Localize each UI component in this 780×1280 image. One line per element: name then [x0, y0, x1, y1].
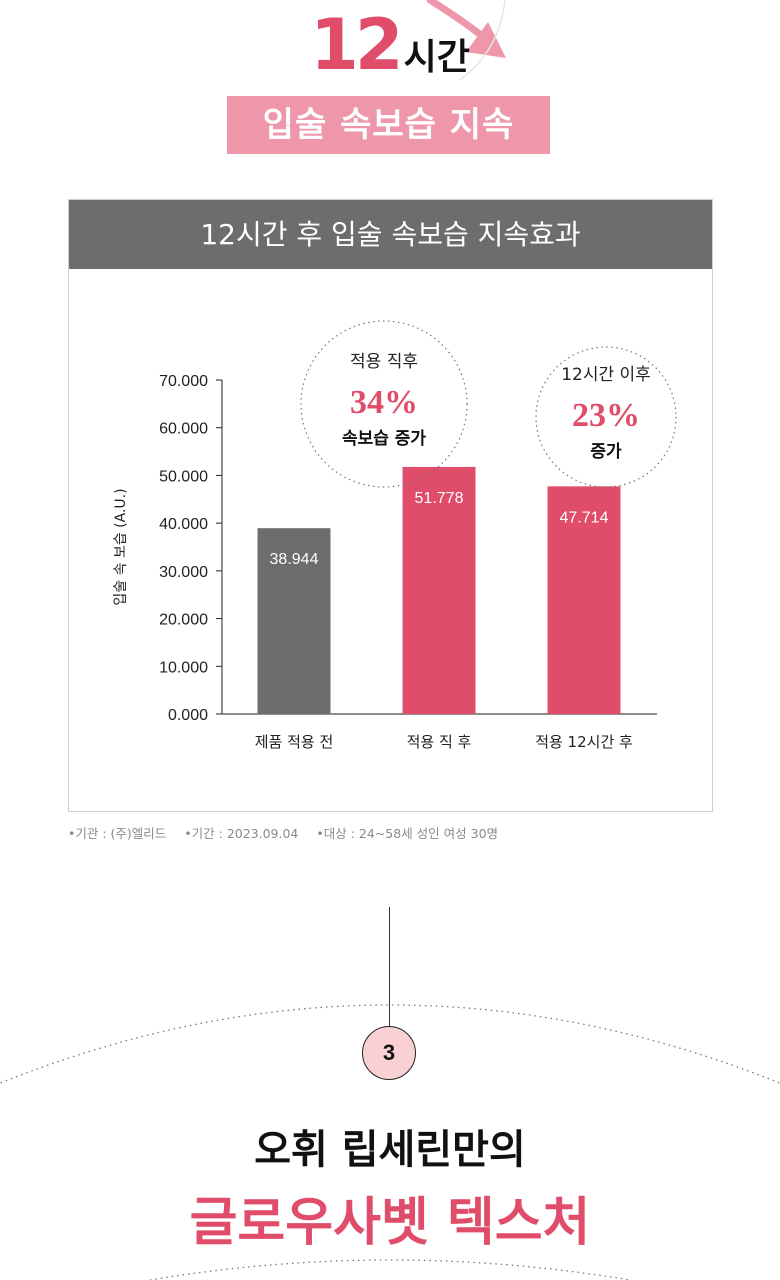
- x-tick-label: 적용 12시간 후: [535, 733, 633, 751]
- bar-value-label: 47.714: [560, 509, 609, 526]
- annotation-bottom-text: 증가: [590, 442, 622, 462]
- y-tick-label: 70.000: [159, 373, 208, 390]
- y-tick-label: 50.000: [159, 468, 208, 485]
- chart-card: 12시간 후 입술 속보습 지속효과 0.000 10.000 20.000 30.0…: [68, 199, 713, 812]
- y-tick-label: 0.000: [168, 707, 208, 724]
- annotation-circle: [535, 346, 677, 488]
- y-axis-label: 입술 속 보습 (A.U.): [113, 488, 129, 605]
- study-footnotes: •기관 : (주)엘리드 •기간 : 2023.09.04 •대상 : 24~5…: [68, 823, 768, 842]
- footnote-institution: •기관 : (주)엘리드: [68, 826, 167, 841]
- footnote-subjects: •대상 : 24~58세 성인 여성 30명: [316, 826, 499, 841]
- y-tick-label: 20.000: [159, 612, 208, 629]
- bar-2: [402, 466, 476, 714]
- annotation-top-text: 12시간 이후: [561, 365, 651, 385]
- annotation-percent: 34%: [350, 384, 418, 421]
- section-subtitle: 오휘 립세린만의: [254, 1127, 526, 1173]
- step-number-badge: 3: [362, 1026, 416, 1080]
- bar-value-label: 38.944: [270, 551, 319, 568]
- annotation-circle: [300, 320, 468, 488]
- footnote-period: •기간 : 2023.09.04: [184, 826, 299, 841]
- bar-value-label: 51.778: [415, 490, 464, 507]
- x-tick-label: 적용 직 후: [407, 733, 472, 751]
- hero-number: 12: [310, 4, 403, 86]
- connector-line: [389, 907, 390, 1027]
- decorative-dotted-arcs: [0, 1004, 780, 1280]
- decorative-arrow-arc: [426, 0, 506, 81]
- bar-3: [547, 486, 621, 714]
- chart-title: 12시간 후 입술 속보습 지속효과: [69, 200, 712, 269]
- hero-title: 12 시간: [0, 4, 780, 86]
- y-tick-label: 60.000: [159, 421, 208, 438]
- bar-1: [257, 528, 331, 714]
- section-title: 글로우사볫 텍스처: [189, 1193, 591, 1253]
- hero-subtitle-pill: 입술 속보습 지속: [227, 96, 550, 154]
- annotation-top-text: 적용 직후: [350, 352, 418, 372]
- annotation-bottom-text: 속보습 증가: [342, 429, 426, 449]
- bar-chart: 0.000 10.000 20.000 30.000 40.000 50.000 60.00…: [113, 320, 677, 751]
- x-tick-label: 제품 적용 전: [255, 733, 334, 751]
- hero-unit: 시간: [403, 37, 470, 78]
- y-tick-label: 10.000: [159, 659, 208, 676]
- annotation-percent: 23%: [572, 397, 640, 434]
- y-tick-label: 30.000: [159, 564, 208, 581]
- y-tick-label: 40.000: [159, 516, 208, 533]
